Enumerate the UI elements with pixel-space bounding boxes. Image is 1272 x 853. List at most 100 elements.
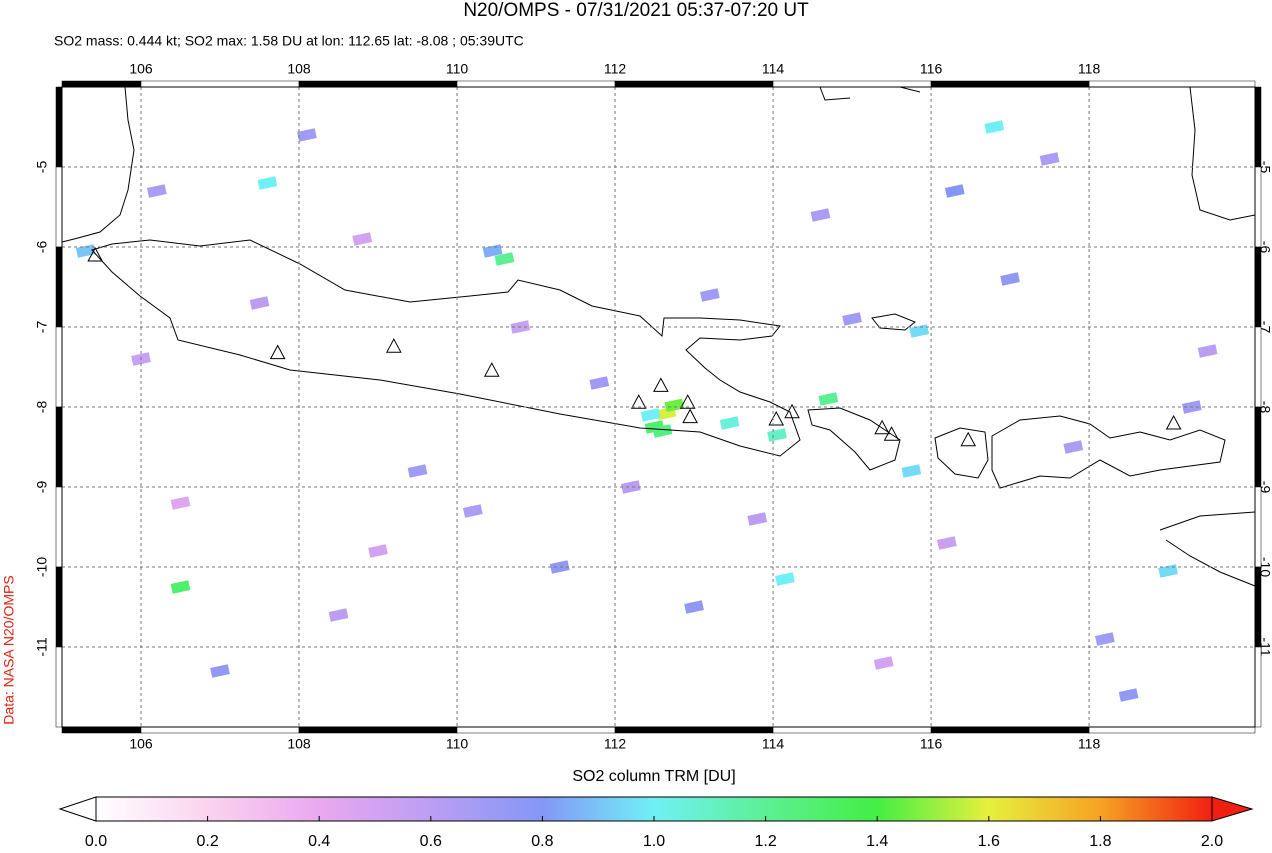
so2-pixel — [297, 128, 317, 142]
axes: 106 106 108 108 110 110 112 112 114 114 116 116 118 1… — [34, 61, 1272, 752]
so2-pixel — [257, 176, 278, 190]
colorbar-tick-label: 1.2 — [754, 833, 776, 850]
x-tick-label: 110 — [446, 61, 469, 77]
coastline — [991, 415, 1226, 489]
chart-subtitle: SO2 mass: 0.444 kt; SO2 max: 1.58 DU at … — [54, 33, 524, 49]
frame-bar — [55, 86, 63, 168]
frame-bar — [61, 80, 142, 88]
x-tick-label: 116 — [920, 736, 943, 752]
coastline — [91, 239, 801, 457]
so2-pixel — [1095, 632, 1115, 646]
x-tick-label: 116 — [920, 61, 943, 77]
so2-pixel — [767, 428, 787, 442]
so2-pixel — [549, 560, 570, 574]
x-tick-label: 108 — [287, 61, 311, 77]
so2-pixel — [146, 184, 167, 198]
colorbar-tick-label: 0.0 — [85, 833, 107, 850]
y-tick-label: -6 — [34, 241, 50, 254]
colorbar-tick-label: 0.8 — [531, 833, 553, 850]
coastline — [934, 427, 989, 479]
frame-bar — [55, 406, 63, 488]
so2-pixel — [652, 424, 673, 438]
so2-pixel — [944, 184, 965, 198]
so2-pixel — [1158, 564, 1178, 578]
x-tick-label: 106 — [129, 736, 153, 752]
so2-pixel — [873, 656, 894, 670]
so2-pixel — [75, 244, 96, 258]
colorbar-tick-label: 0.2 — [196, 833, 218, 850]
frame-bar — [55, 166, 63, 248]
colorbar-tick-label: 1.4 — [866, 833, 888, 850]
frame-bar — [55, 486, 63, 568]
coastline — [819, 86, 921, 331]
so2-pixel — [700, 288, 720, 302]
frame-bar — [140, 80, 300, 88]
frame-bar — [1254, 246, 1262, 328]
colorbar-label: SO2 column TRM [DU] — [572, 768, 735, 785]
chart-title: N20/OMPS - 07/31/2021 05:37-07:20 UT — [463, 0, 809, 21]
volcano — [883, 426, 900, 441]
frame-bar — [930, 726, 1090, 734]
so2-pixel — [775, 572, 795, 586]
frame-bar — [456, 80, 616, 88]
x-tick-label: 108 — [287, 736, 311, 752]
volcano — [679, 394, 696, 409]
so2-pixel — [1063, 440, 1084, 454]
colorbar-extend-low — [58, 796, 97, 822]
volcano — [653, 377, 669, 392]
so2-pixel — [494, 252, 515, 266]
frame-bar — [772, 80, 932, 88]
so2-pixel — [1039, 152, 1060, 166]
x-tick-label: 118 — [1078, 61, 1101, 77]
frame-bar — [55, 646, 63, 728]
so2-pixel — [462, 504, 483, 518]
so2-pixel — [984, 120, 1005, 134]
x-tick-label: 112 — [604, 61, 627, 77]
frame-bar — [1254, 486, 1262, 568]
frame-bar — [456, 726, 616, 734]
x-tick-label: 114 — [762, 61, 785, 77]
so2-pixel — [909, 324, 930, 338]
so2-pixel — [170, 496, 191, 510]
colorbar-tick-label: 2.0 — [1201, 833, 1223, 850]
colorbar-tick-label: 1.6 — [978, 833, 1000, 850]
coastlines — [61, 86, 1256, 587]
so2-pixel — [664, 398, 685, 413]
coastline — [1159, 511, 1256, 587]
so2-pixel — [328, 608, 349, 622]
so2-pixel — [482, 244, 503, 258]
volcano — [483, 362, 500, 377]
frame-bar — [298, 726, 458, 734]
volcano — [768, 410, 785, 426]
volcano — [385, 338, 402, 353]
x-tick-label: 118 — [1078, 736, 1101, 752]
frame-bar — [772, 726, 932, 734]
colorbar-tick-label: 0.4 — [308, 833, 330, 850]
colorbar-tick-label: 0.6 — [420, 833, 442, 850]
colorbar-extend-high — [1211, 796, 1254, 822]
coastline — [61, 86, 135, 243]
x-tick-label: 114 — [762, 736, 785, 752]
y-tick-label: -7 — [34, 321, 50, 334]
so2-pixel — [747, 512, 768, 526]
frame — [61, 86, 1256, 728]
y-tick-label: -8 — [34, 401, 50, 414]
volcano — [682, 408, 698, 424]
so2-pixel — [1197, 344, 1218, 358]
colorbar: 0.0 0.2 0.4 0.6 0.8 1.0 1.2 1.4 1.6 1.8 2.0 — [58, 796, 1254, 850]
coastline — [1189, 86, 1256, 221]
so2-pixel — [818, 392, 839, 406]
frame-bar — [930, 80, 1090, 88]
colorbar-tick-label: 1.8 — [1089, 833, 1111, 850]
frame-bar — [1254, 406, 1262, 488]
volcano — [874, 419, 890, 435]
frame-bar — [614, 726, 774, 734]
so2-pixel — [719, 416, 740, 430]
y-tick-label: -5 — [34, 161, 50, 174]
frame-bar — [55, 246, 63, 328]
volcano — [1165, 414, 1182, 430]
so2-pixel — [1118, 688, 1139, 702]
so2-pixel — [640, 408, 661, 422]
pixel-layer — [75, 120, 1218, 702]
